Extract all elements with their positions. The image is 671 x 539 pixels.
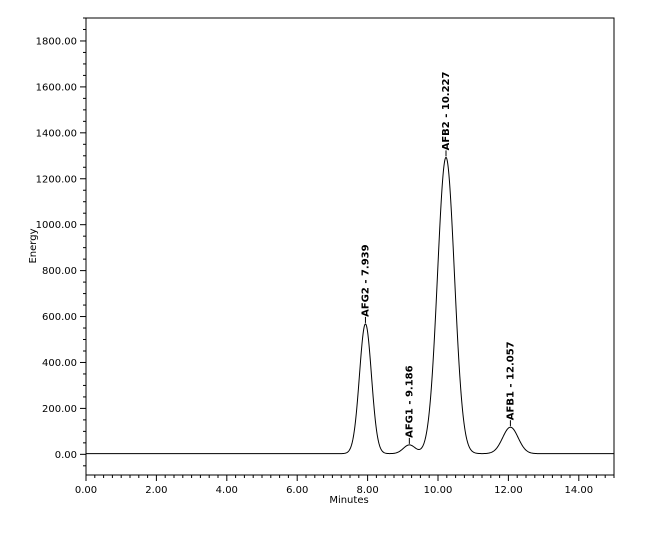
y-tick-label: 0.00 [55, 450, 77, 461]
y-axis: 0.00 200.00 400.00 600.00 800.00 1000.00 1200.… [36, 17, 86, 467]
plot-frame [85, 17, 615, 476]
peak-labels: AFG2 - 7.939 AFG1 - 9.186 AFB2 - 10.227 AFB… [360, 72, 516, 444]
y-tick-label: 1400.00 [36, 128, 77, 139]
y-tick-label: 1000.00 [36, 220, 77, 231]
x-tick-label: 14.00 [564, 485, 593, 496]
x-tick-label: 0.00 [75, 485, 97, 496]
y-tick-label: 400.00 [42, 358, 77, 369]
chromatogram-trace [86, 156, 614, 455]
peak-label: AFB2 - 10.227 [441, 72, 452, 151]
peak-label: AFG2 - 7.939 [360, 244, 371, 317]
x-axis-title: Minutes [329, 495, 368, 506]
x-tick-label: 10.00 [424, 485, 453, 496]
x-axis: 0.00 2.00 4.00 6.00 8.00 10.00 12.00 14.00 [75, 475, 615, 496]
x-tick-label: 8.00 [356, 485, 378, 496]
x-tick-label: 6.00 [286, 485, 308, 496]
y-tick-label: 200.00 [42, 404, 77, 415]
peak-label: AFG1 - 9.186 [404, 365, 415, 438]
peak-label: AFB1 - 12.057 [505, 341, 516, 420]
y-tick-label: 1200.00 [36, 174, 77, 185]
y-tick-label: 1800.00 [36, 36, 77, 47]
y-tick-label: 600.00 [42, 312, 77, 323]
x-tick-label: 4.00 [216, 485, 238, 496]
y-tick-label: 800.00 [42, 266, 77, 277]
y-axis-title: Energy [28, 228, 39, 263]
y-tick-label: 1600.00 [36, 82, 77, 93]
x-tick-label: 12.00 [494, 485, 523, 496]
x-tick-label: 2.00 [145, 485, 167, 496]
